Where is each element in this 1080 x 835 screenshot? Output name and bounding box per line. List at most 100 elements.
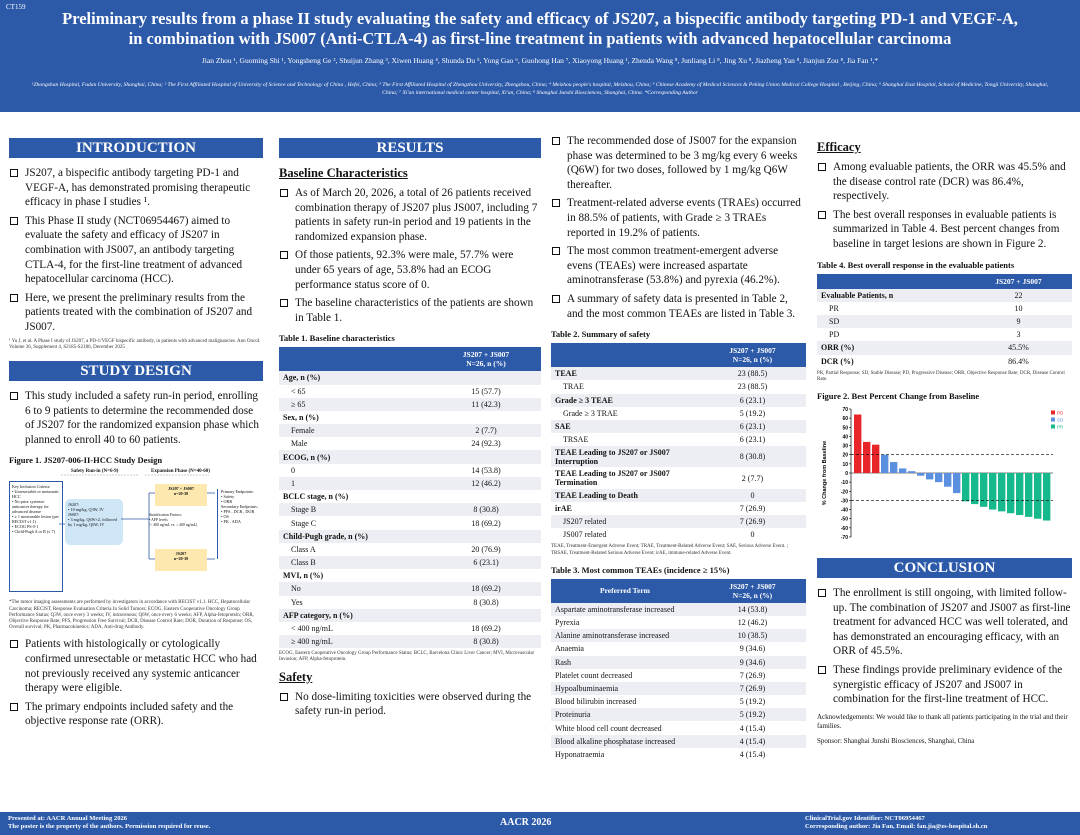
bullet: Patients with histologically or cytologi…: [9, 637, 263, 695]
cell: 8 (30.8): [698, 446, 806, 468]
table-row: irAE 7 (26.9): [551, 502, 806, 515]
header: CT159 Preliminary results from a phase I…: [0, 0, 1080, 112]
cell: Grade ≥ 3 TEAE: [551, 393, 699, 407]
bullet: These findings provide preliminary evide…: [817, 663, 1072, 707]
cell: 23 (88.5): [698, 367, 806, 381]
table-row: Alanine aminotransferase increased 10 (38…: [551, 629, 806, 643]
table-row: Female 2 (7.7): [279, 424, 541, 438]
table-row: Pyrexia 12 (46.2): [551, 616, 806, 629]
cell: ≥ 400 ng/mL: [279, 635, 431, 649]
table-row: Evaluable Patients, n 22: [817, 288, 1072, 302]
table-header: Preferred Term JS207 + JS007 N=26, n (%): [551, 578, 806, 603]
cell: 14 (53.8): [471, 465, 501, 475]
bullet: The most common treatment-emergent adver…: [551, 244, 806, 288]
cell: Age, n (%): [279, 371, 431, 385]
y-axis-label: % Change from Baseline: [822, 441, 828, 506]
cell: Class A: [291, 544, 316, 554]
cell: JS007 related: [563, 530, 607, 540]
footer: Presented at: AACR Annual Meeting 2026 T…: [0, 812, 1080, 835]
y-tick-label: -30: [841, 499, 848, 505]
cell: Male: [291, 439, 308, 449]
cell: [430, 450, 541, 464]
table-row: Male 24 (92.3): [279, 437, 541, 450]
cell: Blood bilirubin increased: [555, 697, 637, 707]
note: PR, Partial Response; SD, Stable Disease…: [817, 370, 1065, 382]
footer-right: ClinicalTrial.gov Identifier: NCT0695446…: [805, 815, 988, 830]
cell: MVI, n (%): [283, 571, 324, 581]
cell: PR: [829, 303, 839, 313]
header-cell: Preferred Term: [551, 578, 699, 603]
cell: TEAE: [551, 367, 699, 381]
cell: 2 (7.7): [741, 473, 764, 483]
cell: JS207 related: [551, 515, 699, 529]
table-row: TRAE 23 (88.5): [551, 380, 806, 393]
column: The recommended dose of JS007 for the ex…: [551, 134, 806, 806]
cell: 20 (76.9): [471, 544, 501, 554]
table-row: BCLC stage, n (%): [279, 490, 541, 503]
table-row: ORR (%) 45.5%: [817, 341, 1072, 355]
cell: < 65: [291, 386, 306, 396]
bullet: The primary endpoints included safety an…: [9, 700, 263, 729]
bullet: JS207, a bispecific antibody targeting P…: [9, 166, 263, 210]
note: *The tumor imaging assessments are perfo…: [9, 600, 254, 631]
y-tick-label: 10: [842, 462, 848, 468]
authors: Jian Zhou ¹, Guoming Shi ¹, Yongsheng Ge…: [201, 56, 879, 65]
cell: 12 (46.2): [430, 476, 541, 491]
cell: ECOG, n (%): [279, 450, 431, 464]
legend-label: PR: [1057, 425, 1064, 430]
table-header: JS207 + JS007: [817, 273, 1072, 289]
column: Efficacy Among evaluable patients, the OR…: [817, 134, 1072, 806]
table-row: White blood cell count decreased 4 (15.4): [551, 721, 806, 734]
diagram-box: Safety Run-in (N=6-9): [71, 469, 119, 475]
cell: 24 (92.3): [471, 439, 501, 449]
column: INTRODUCTION JS207, a bispecific antibody…: [9, 134, 263, 806]
affiliations: ¹Zhongshan Hospital, Fudan University, S…: [31, 82, 1049, 96]
header-cell: [817, 273, 965, 289]
bar: [881, 454, 889, 474]
y-tick-label: -10: [841, 480, 848, 486]
table-row: Platelet count decreased 7 (26.9): [551, 669, 806, 682]
cell: TRSAE: [563, 435, 589, 445]
table-row: TEAE Leading to JS207 or JS007 Interrupt…: [551, 446, 806, 468]
y-tick-label: -60: [841, 526, 848, 532]
bar: [863, 442, 871, 474]
y-tick-label: 0: [845, 471, 848, 477]
header-cell: JS207 + JS007 N=26, n (%): [698, 343, 806, 368]
bar: [872, 444, 880, 474]
cell: 8 (30.8): [473, 597, 499, 607]
subheading: Efficacy: [817, 140, 861, 154]
cell: 22: [964, 288, 1072, 302]
caption: Table 1. Baseline characteristics: [279, 333, 395, 344]
column: RESULTS Baseline Characteristics As of Mar…: [279, 134, 541, 806]
table-row: TEAE 23 (88.5): [551, 367, 806, 381]
table-row: Aspartate aminotransferase increased 14 (…: [551, 602, 806, 616]
bullet: This Phase II study (NCT06954467) aimed …: [9, 214, 263, 287]
cell: 8 (30.8): [430, 503, 541, 517]
diagram-box: Key Inclusion Criteria • Unresectable or…: [9, 481, 63, 593]
table-row: SAE 6 (23.1): [551, 419, 806, 434]
section-heading: INTRODUCTION: [9, 138, 263, 158]
cell: [431, 490, 541, 503]
bullet: The baseline characteristics of the pati…: [279, 296, 541, 325]
y-tick-label: 50: [842, 425, 848, 431]
header-cell: JS207 + JS007: [964, 273, 1072, 289]
cell: Class B: [279, 555, 431, 570]
y-tick-label: -70: [841, 535, 848, 541]
cell: 23 (88.5): [737, 382, 768, 392]
note: ECOG, Eastern Cooperative Oncology Group…: [279, 651, 535, 663]
header-cell: [551, 343, 699, 368]
bar: [962, 473, 970, 502]
cell: 15 (57.7): [471, 386, 501, 396]
cell: 9 (34.6): [698, 655, 806, 669]
cell: 10 (38.5): [698, 629, 806, 643]
cell: 86.4%: [1008, 356, 1029, 366]
table-row: Anaemia 9 (34.6): [551, 642, 806, 655]
table-row: DCR (%) 86.4%: [817, 355, 1072, 368]
cell: irAE: [555, 503, 572, 513]
cell: Aspartate aminotransferase increased: [551, 602, 699, 616]
bullet: Among evaluable patients, the ORR was 45…: [817, 160, 1072, 204]
bullet: A summary of safety data is presented in…: [551, 292, 806, 321]
diagram-arrows: [59, 475, 215, 560]
